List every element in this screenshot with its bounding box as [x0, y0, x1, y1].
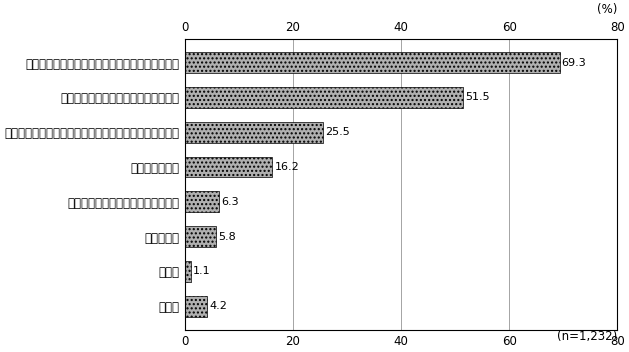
Text: 69.3: 69.3	[562, 57, 586, 68]
Bar	[185, 122, 323, 143]
Text: 16.2: 16.2	[274, 162, 299, 172]
Text: (n=1,232): (n=1,232)	[557, 330, 618, 343]
Bar	[185, 226, 216, 247]
Text: (%): (%)	[597, 2, 618, 15]
Bar	[185, 296, 208, 317]
Bar	[185, 191, 219, 212]
Text: 5.8: 5.8	[218, 232, 236, 241]
Text: 1.1: 1.1	[193, 266, 211, 276]
Text: 6.3: 6.3	[221, 197, 238, 207]
Text: 51.5: 51.5	[465, 92, 490, 102]
Bar	[185, 87, 464, 108]
Text: 4.2: 4.2	[209, 301, 228, 311]
Bar	[185, 261, 191, 282]
Bar	[185, 157, 272, 177]
Text: 25.5: 25.5	[325, 127, 350, 137]
Bar	[185, 52, 560, 73]
